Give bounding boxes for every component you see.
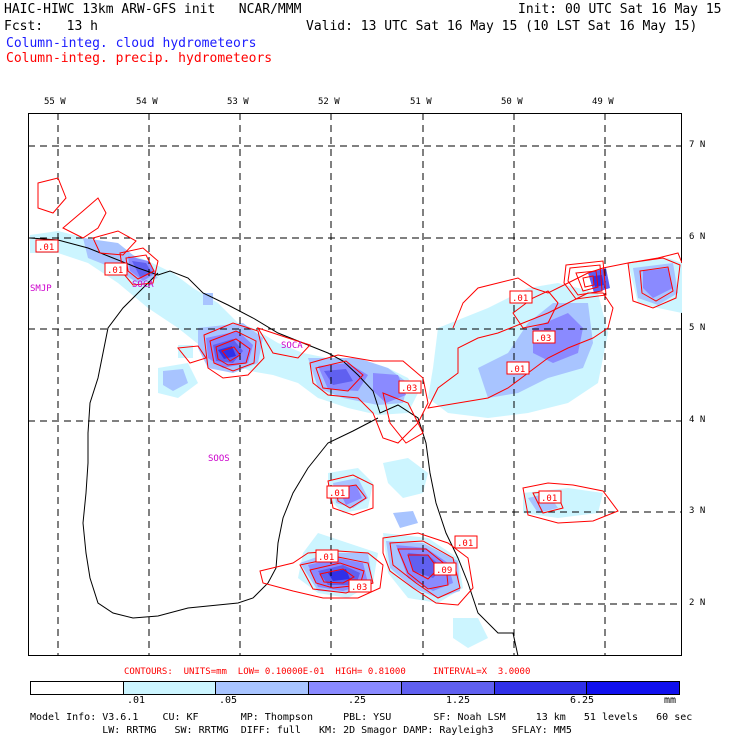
lon-label-51w: 51 W (410, 97, 432, 107)
forecast-map: .01 .01 .01 .03 .03 .01 .01 .01 .01 .01 … (28, 113, 682, 656)
station-label-smjp: SMJP (30, 284, 52, 294)
legend-swatch-5 (494, 682, 588, 694)
contours-info: CONTOURS: UNITS=mm LOW= 0.10000E-01 HIGH… (124, 667, 531, 677)
contour-label: .01 (329, 489, 345, 499)
contour-label: .01 (107, 266, 123, 276)
contour-label-box (532, 330, 556, 344)
contour-label-box (35, 239, 59, 253)
contour-label: .01 (509, 365, 525, 375)
contour-label-box (506, 361, 530, 375)
init-time: Init: 00 UTC Sat 16 May 15 (518, 2, 722, 17)
contour-label-box (509, 290, 533, 304)
lon-label-49w: 49 W (592, 97, 614, 107)
contour-label: .01 (541, 494, 557, 504)
lat-label-2n: 2 N (689, 598, 706, 608)
station-label-soca: SOCA (132, 280, 154, 290)
lat-label-7n: 7 N (689, 140, 706, 150)
contour-label: .01 (38, 243, 54, 253)
lon-label-52w: 52 W (318, 97, 340, 107)
lat-label-5n: 5 N (689, 323, 706, 333)
field-cloud-label: Column-integ. cloud hydrometeors (6, 36, 257, 51)
lat-lon-grid (28, 113, 682, 656)
station-label-soos: SOOS (208, 454, 230, 464)
contour-label: .01 (457, 539, 473, 549)
contour-label-box (538, 490, 562, 504)
color-legend (30, 681, 680, 695)
contour-label: .03 (351, 583, 367, 593)
lon-label-50w: 50 W (501, 97, 523, 107)
model-info-line2: LW: RRTMG SW: RRTMG DIFF: full KM: 2D Sm… (30, 725, 572, 736)
legend-units: mm (664, 695, 677, 706)
contour-label: .01 (318, 553, 334, 563)
legend-swatch-4 (401, 682, 495, 694)
contour-label: .03 (401, 384, 417, 394)
lon-label-54w: 54 W (136, 97, 158, 107)
legend-tick: .01 (127, 695, 146, 706)
lon-label-53w: 53 W (227, 97, 249, 107)
legend-swatch-6 (587, 682, 680, 694)
model-info-line1: Model Info: V3.6.1 CU: KF MP: Thompson P… (30, 712, 693, 723)
precip-contours (37, 177, 682, 606)
legend-swatch-1 (123, 682, 217, 694)
contour-label-box (104, 262, 128, 276)
lat-label-3n: 3 N (689, 506, 706, 516)
legend-tick: 1.25 (446, 695, 471, 706)
contour-label-box (454, 535, 478, 549)
legend-tick: .25 (348, 695, 367, 706)
legend-tick: .05 (219, 695, 238, 706)
lat-label-4n: 4 N (689, 415, 706, 425)
lat-label-6n: 6 N (689, 232, 706, 242)
header-title: HAIC-HIWC 13km ARW-GFS init NCAR/MMM (4, 2, 302, 17)
legend-swatch-3 (309, 682, 402, 694)
contour-label: .01 (512, 294, 528, 304)
legend-swatch-2 (216, 682, 310, 694)
valid-time: Valid: 13 UTC Sat 16 May 15 (10 LST Sat … (306, 19, 698, 34)
forecast-hour: Fcst: 13 h (4, 19, 98, 34)
contour-label-group: .01 .01 .01 .03 .03 .01 .01 .01 .01 .01 … (35, 239, 562, 593)
lon-label-55w: 55 W (44, 97, 66, 107)
contour-label-box (398, 380, 422, 394)
contour-label: .09 (436, 566, 452, 576)
contour-label-box (348, 579, 372, 593)
contour-label-box (315, 549, 339, 563)
contour-label-box (326, 485, 350, 499)
contour-label: .03 (535, 334, 551, 344)
station-label-soca-2: SOCA (281, 341, 303, 351)
legend-tick: 6.25 (570, 695, 595, 706)
contour-label-box (433, 562, 457, 576)
legend-swatch-0 (31, 682, 124, 694)
field-precip-label: Column-integ. precip. hydrometeors (6, 51, 273, 66)
